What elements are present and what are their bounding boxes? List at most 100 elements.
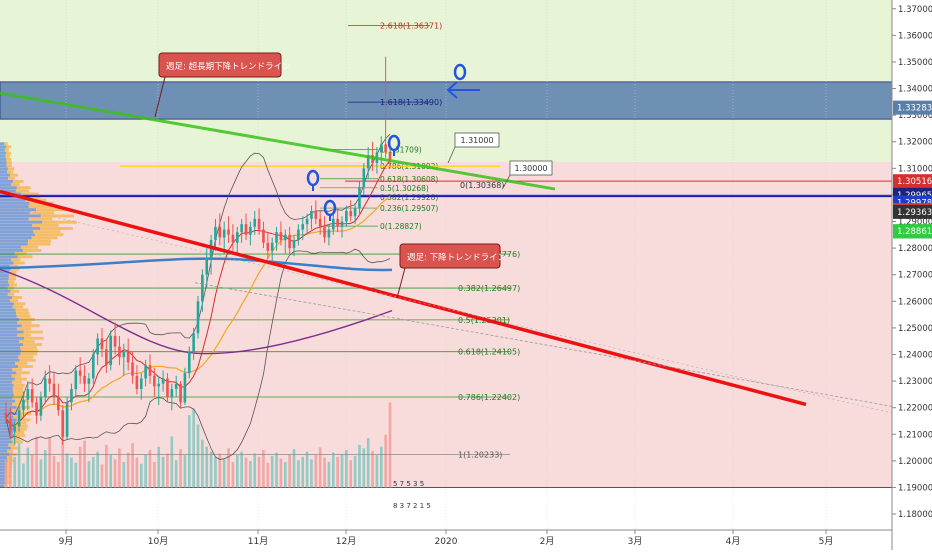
volume-bar bbox=[314, 455, 318, 488]
volume-profile-bar bbox=[0, 242, 28, 246]
volume-profile-bar bbox=[15, 424, 29, 428]
volume-bar bbox=[91, 456, 95, 488]
volume-profile-bar bbox=[0, 430, 14, 434]
volume-profile-bar bbox=[0, 164, 7, 168]
volume-profile-bar bbox=[0, 459, 8, 463]
volume-profile-bar bbox=[0, 145, 7, 149]
volume-profile-bar bbox=[18, 355, 34, 359]
volume-profile-bar bbox=[23, 343, 43, 347]
candle-body bbox=[257, 218, 261, 230]
price-label-badge bbox=[893, 204, 932, 219]
x-tick-label: 12月 bbox=[336, 536, 356, 547]
volume-profile-bar bbox=[0, 393, 14, 397]
volume-bar bbox=[340, 454, 344, 488]
volume-bar bbox=[375, 455, 379, 488]
volume-profile-bar bbox=[9, 283, 18, 287]
volume-profile-bar bbox=[0, 148, 5, 152]
y-tick-label: 1.25000 bbox=[898, 324, 932, 334]
moving-average-200-line bbox=[0, 257, 393, 272]
volume-profile-bar bbox=[0, 361, 16, 365]
moving-average-long-line bbox=[0, 268, 393, 355]
volume-profile-bar bbox=[0, 446, 11, 450]
volume-bar bbox=[22, 463, 25, 488]
candle-body bbox=[70, 389, 73, 403]
candle-body bbox=[161, 378, 165, 384]
volume-bar bbox=[35, 436, 38, 488]
candle-body bbox=[231, 234, 235, 243]
volume-profile-bar bbox=[0, 170, 8, 174]
candle-body bbox=[201, 274, 204, 302]
volume-profile-bar bbox=[0, 277, 9, 281]
volume-profile-bar bbox=[0, 302, 14, 306]
volume-profile-bar bbox=[20, 352, 38, 356]
volume-bar bbox=[43, 450, 47, 488]
volume-profile-bar bbox=[42, 220, 77, 224]
volume-profile-bar bbox=[12, 387, 24, 390]
candle-body bbox=[57, 397, 60, 411]
volume-bar bbox=[345, 450, 348, 488]
volume-bar bbox=[26, 447, 30, 488]
volume-profile-bar bbox=[0, 383, 14, 387]
volume-bar bbox=[379, 446, 383, 488]
candle-body bbox=[135, 375, 139, 390]
y-tick-label: 1.37000 bbox=[898, 5, 932, 15]
candle-body bbox=[174, 383, 178, 390]
price-label-text: 1.29363 bbox=[897, 208, 932, 218]
volume-profile-bar bbox=[6, 474, 12, 478]
candle-body bbox=[148, 365, 152, 376]
volume-profile-bar bbox=[5, 471, 11, 475]
volume-bar bbox=[301, 456, 305, 488]
fib-main-label: 0.618(1.24105) bbox=[458, 348, 520, 357]
candle-body bbox=[249, 226, 252, 235]
callout-box-weekly bbox=[399, 243, 501, 269]
price-tag-131-pointer bbox=[447, 146, 456, 164]
volume-profile-bar bbox=[13, 430, 25, 434]
super-long-term-downtrend-line bbox=[0, 91, 556, 191]
candle-body bbox=[314, 210, 318, 219]
x-tick-label: 11月 bbox=[248, 536, 268, 547]
volume-label-b: 8 3 7 2 1 5 bbox=[393, 502, 431, 510]
candle-body bbox=[118, 346, 121, 358]
candle-body bbox=[35, 402, 38, 416]
candle-body bbox=[26, 389, 30, 400]
volume-profile-bar bbox=[0, 226, 41, 230]
volume-bar bbox=[13, 456, 17, 488]
candle-body bbox=[323, 226, 326, 238]
x-tick-label: 2月 bbox=[540, 536, 555, 547]
price-tag-131 bbox=[454, 132, 500, 148]
volume-profile-bar bbox=[14, 252, 27, 256]
volume-bar bbox=[310, 459, 313, 488]
price-label-badge bbox=[893, 224, 932, 239]
volume-profile-bar bbox=[34, 233, 64, 237]
volume-profile-bar bbox=[21, 192, 39, 196]
dashed-projection-line bbox=[194, 282, 892, 407]
candle-body bbox=[292, 240, 296, 249]
volume-profile-bar bbox=[0, 289, 11, 293]
volume-profile-bar bbox=[8, 274, 17, 278]
candle-body bbox=[91, 354, 95, 379]
candle-body bbox=[9, 418, 12, 432]
candle-body bbox=[336, 218, 339, 227]
volume-bar bbox=[349, 460, 353, 488]
volume-profile-bar bbox=[17, 255, 33, 259]
y-tick-label: 1.22000 bbox=[898, 404, 932, 414]
candle-body bbox=[283, 234, 287, 241]
candle-body bbox=[227, 229, 230, 235]
volume-profile-bar bbox=[22, 248, 42, 252]
volume-profile-bar bbox=[15, 361, 28, 365]
volume-profile-bar bbox=[16, 314, 31, 318]
y-tick-label: 1.28000 bbox=[898, 244, 932, 254]
bullish-zone bbox=[0, 0, 892, 162]
volume-bar bbox=[157, 446, 161, 488]
volume-profile-bar bbox=[7, 292, 15, 296]
x-tick-label: 2020 bbox=[435, 537, 458, 547]
volume-profile-bar bbox=[0, 261, 14, 265]
candle-body bbox=[353, 208, 357, 217]
volume-profile-bar bbox=[0, 462, 7, 466]
volume-profile-bar bbox=[6, 151, 12, 155]
callout-pointer-weekly bbox=[396, 267, 406, 299]
volume-bar bbox=[384, 434, 387, 488]
candle-body bbox=[262, 229, 265, 243]
volume-bar bbox=[57, 461, 60, 488]
volume-bar bbox=[331, 452, 335, 488]
